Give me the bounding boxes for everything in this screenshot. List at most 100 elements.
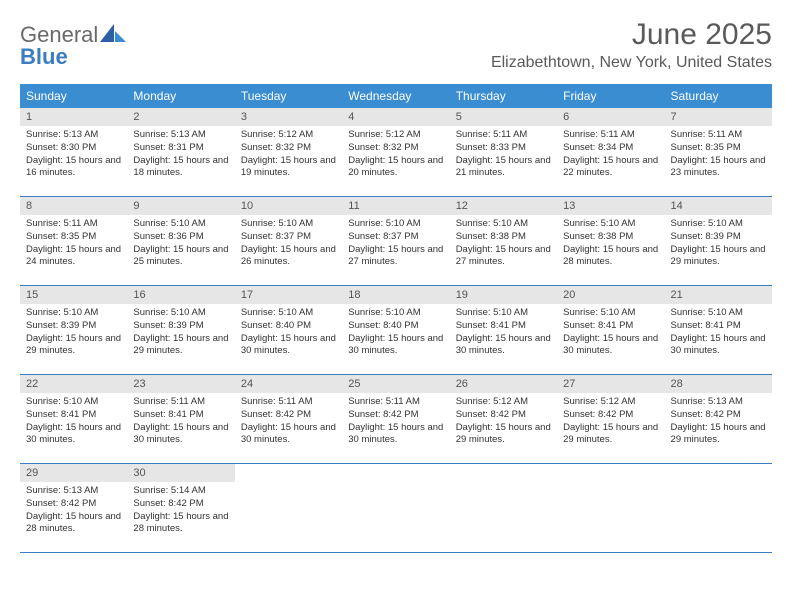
daylight-text: Daylight: 15 hours and 30 minutes. bbox=[241, 422, 336, 448]
dow-cell: Monday bbox=[127, 84, 234, 108]
day-cell: 12Sunrise: 5:10 AMSunset: 8:38 PMDayligh… bbox=[450, 197, 557, 285]
title-block: June 2025 Elizabethtown, New York, Unite… bbox=[491, 18, 772, 72]
day-cell: 27Sunrise: 5:12 AMSunset: 8:42 PMDayligh… bbox=[557, 375, 664, 463]
sunrise-text: Sunrise: 5:10 AM bbox=[348, 218, 443, 231]
sunset-text: Sunset: 8:41 PM bbox=[26, 409, 121, 422]
sunrise-text: Sunrise: 5:12 AM bbox=[241, 129, 336, 142]
sunrise-text: Sunrise: 5:10 AM bbox=[671, 307, 766, 320]
day-number: 17 bbox=[235, 286, 342, 304]
empty-cell bbox=[235, 464, 342, 552]
week-row: 22Sunrise: 5:10 AMSunset: 8:41 PMDayligh… bbox=[20, 375, 772, 464]
daylight-text: Daylight: 15 hours and 19 minutes. bbox=[241, 155, 336, 181]
logo: General Blue bbox=[20, 24, 126, 68]
day-number: 25 bbox=[342, 375, 449, 393]
day-number: 3 bbox=[235, 108, 342, 126]
day-body: Sunrise: 5:10 AMSunset: 8:37 PMDaylight:… bbox=[235, 215, 342, 275]
day-cell: 24Sunrise: 5:11 AMSunset: 8:42 PMDayligh… bbox=[235, 375, 342, 463]
daylight-text: Daylight: 15 hours and 26 minutes. bbox=[241, 244, 336, 270]
day-body: Sunrise: 5:11 AMSunset: 8:35 PMDaylight:… bbox=[665, 126, 772, 186]
day-number: 13 bbox=[557, 197, 664, 215]
sunrise-text: Sunrise: 5:10 AM bbox=[26, 396, 121, 409]
day-cell: 19Sunrise: 5:10 AMSunset: 8:41 PMDayligh… bbox=[450, 286, 557, 374]
day-cell: 18Sunrise: 5:10 AMSunset: 8:40 PMDayligh… bbox=[342, 286, 449, 374]
sunrise-text: Sunrise: 5:10 AM bbox=[348, 307, 443, 320]
day-body: Sunrise: 5:10 AMSunset: 8:38 PMDaylight:… bbox=[450, 215, 557, 275]
day-number: 23 bbox=[127, 375, 234, 393]
sunrise-text: Sunrise: 5:11 AM bbox=[133, 396, 228, 409]
day-body: Sunrise: 5:13 AMSunset: 8:30 PMDaylight:… bbox=[20, 126, 127, 186]
day-body: Sunrise: 5:13 AMSunset: 8:42 PMDaylight:… bbox=[20, 482, 127, 542]
day-cell: 14Sunrise: 5:10 AMSunset: 8:39 PMDayligh… bbox=[665, 197, 772, 285]
empty-cell bbox=[665, 464, 772, 552]
day-number: 8 bbox=[20, 197, 127, 215]
day-body: Sunrise: 5:12 AMSunset: 8:32 PMDaylight:… bbox=[235, 126, 342, 186]
sunset-text: Sunset: 8:41 PM bbox=[563, 320, 658, 333]
day-number: 21 bbox=[665, 286, 772, 304]
sunrise-text: Sunrise: 5:11 AM bbox=[456, 129, 551, 142]
sunset-text: Sunset: 8:39 PM bbox=[133, 320, 228, 333]
day-cell: 10Sunrise: 5:10 AMSunset: 8:37 PMDayligh… bbox=[235, 197, 342, 285]
sunset-text: Sunset: 8:39 PM bbox=[671, 231, 766, 244]
day-cell: 9Sunrise: 5:10 AMSunset: 8:36 PMDaylight… bbox=[127, 197, 234, 285]
day-body: Sunrise: 5:10 AMSunset: 8:39 PMDaylight:… bbox=[20, 304, 127, 364]
dow-cell: Wednesday bbox=[342, 84, 449, 108]
day-body: Sunrise: 5:10 AMSunset: 8:40 PMDaylight:… bbox=[342, 304, 449, 364]
day-cell: 25Sunrise: 5:11 AMSunset: 8:42 PMDayligh… bbox=[342, 375, 449, 463]
day-number: 5 bbox=[450, 108, 557, 126]
sunrise-text: Sunrise: 5:13 AM bbox=[133, 129, 228, 142]
sunset-text: Sunset: 8:42 PM bbox=[563, 409, 658, 422]
sunrise-text: Sunrise: 5:10 AM bbox=[563, 218, 658, 231]
week-row: 8Sunrise: 5:11 AMSunset: 8:35 PMDaylight… bbox=[20, 197, 772, 286]
sunset-text: Sunset: 8:42 PM bbox=[456, 409, 551, 422]
sunset-text: Sunset: 8:36 PM bbox=[133, 231, 228, 244]
day-body: Sunrise: 5:11 AMSunset: 8:35 PMDaylight:… bbox=[20, 215, 127, 275]
sunrise-text: Sunrise: 5:10 AM bbox=[671, 218, 766, 231]
day-cell: 1Sunrise: 5:13 AMSunset: 8:30 PMDaylight… bbox=[20, 108, 127, 196]
sunset-text: Sunset: 8:35 PM bbox=[26, 231, 121, 244]
dow-cell: Friday bbox=[557, 84, 664, 108]
sunset-text: Sunset: 8:42 PM bbox=[241, 409, 336, 422]
day-body: Sunrise: 5:10 AMSunset: 8:39 PMDaylight:… bbox=[665, 215, 772, 275]
day-body: Sunrise: 5:10 AMSunset: 8:41 PMDaylight:… bbox=[557, 304, 664, 364]
sunset-text: Sunset: 8:40 PM bbox=[241, 320, 336, 333]
month-title: June 2025 bbox=[491, 18, 772, 52]
daylight-text: Daylight: 15 hours and 18 minutes. bbox=[133, 155, 228, 181]
logo-sail-icon bbox=[100, 24, 126, 42]
daylight-text: Daylight: 15 hours and 27 minutes. bbox=[348, 244, 443, 270]
daylight-text: Daylight: 15 hours and 20 minutes. bbox=[348, 155, 443, 181]
day-body: Sunrise: 5:14 AMSunset: 8:42 PMDaylight:… bbox=[127, 482, 234, 542]
day-number: 11 bbox=[342, 197, 449, 215]
day-cell: 29Sunrise: 5:13 AMSunset: 8:42 PMDayligh… bbox=[20, 464, 127, 552]
dow-header-row: SundayMondayTuesdayWednesdayThursdayFrid… bbox=[20, 84, 772, 108]
sunrise-text: Sunrise: 5:11 AM bbox=[563, 129, 658, 142]
sunrise-text: Sunrise: 5:10 AM bbox=[241, 307, 336, 320]
daylight-text: Daylight: 15 hours and 30 minutes. bbox=[348, 333, 443, 359]
day-cell: 26Sunrise: 5:12 AMSunset: 8:42 PMDayligh… bbox=[450, 375, 557, 463]
sunrise-text: Sunrise: 5:12 AM bbox=[456, 396, 551, 409]
day-cell: 6Sunrise: 5:11 AMSunset: 8:34 PMDaylight… bbox=[557, 108, 664, 196]
daylight-text: Daylight: 15 hours and 28 minutes. bbox=[133, 511, 228, 537]
sunset-text: Sunset: 8:41 PM bbox=[671, 320, 766, 333]
daylight-text: Daylight: 15 hours and 22 minutes. bbox=[563, 155, 658, 181]
sunrise-text: Sunrise: 5:13 AM bbox=[26, 485, 121, 498]
daylight-text: Daylight: 15 hours and 29 minutes. bbox=[563, 422, 658, 448]
daylight-text: Daylight: 15 hours and 16 minutes. bbox=[26, 155, 121, 181]
day-body: Sunrise: 5:13 AMSunset: 8:31 PMDaylight:… bbox=[127, 126, 234, 186]
daylight-text: Daylight: 15 hours and 27 minutes. bbox=[456, 244, 551, 270]
day-cell: 28Sunrise: 5:13 AMSunset: 8:42 PMDayligh… bbox=[665, 375, 772, 463]
day-body: Sunrise: 5:10 AMSunset: 8:36 PMDaylight:… bbox=[127, 215, 234, 275]
day-cell: 11Sunrise: 5:10 AMSunset: 8:37 PMDayligh… bbox=[342, 197, 449, 285]
day-cell: 7Sunrise: 5:11 AMSunset: 8:35 PMDaylight… bbox=[665, 108, 772, 196]
day-body: Sunrise: 5:10 AMSunset: 8:38 PMDaylight:… bbox=[557, 215, 664, 275]
daylight-text: Daylight: 15 hours and 30 minutes. bbox=[348, 422, 443, 448]
sunset-text: Sunset: 8:37 PM bbox=[241, 231, 336, 244]
sunset-text: Sunset: 8:39 PM bbox=[26, 320, 121, 333]
day-number: 29 bbox=[20, 464, 127, 482]
day-body: Sunrise: 5:11 AMSunset: 8:42 PMDaylight:… bbox=[235, 393, 342, 453]
day-number: 10 bbox=[235, 197, 342, 215]
daylight-text: Daylight: 15 hours and 30 minutes. bbox=[563, 333, 658, 359]
sunrise-text: Sunrise: 5:11 AM bbox=[26, 218, 121, 231]
day-body: Sunrise: 5:12 AMSunset: 8:42 PMDaylight:… bbox=[557, 393, 664, 453]
sunrise-text: Sunrise: 5:12 AM bbox=[563, 396, 658, 409]
sunset-text: Sunset: 8:38 PM bbox=[563, 231, 658, 244]
